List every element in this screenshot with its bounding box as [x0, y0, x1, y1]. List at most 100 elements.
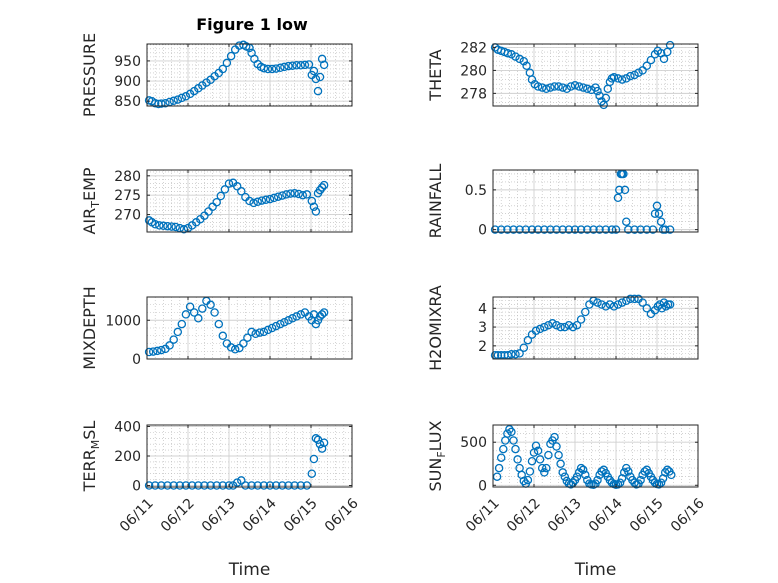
data-point	[521, 225, 531, 234]
data-point	[622, 217, 631, 226]
data-point	[161, 98, 170, 108]
data-point	[216, 191, 226, 201]
data-point	[593, 298, 602, 307]
data-point	[198, 304, 207, 313]
data-point	[570, 81, 580, 90]
data-point	[511, 350, 520, 359]
y-tick-label: 200	[114, 449, 141, 465]
data-point	[523, 335, 533, 345]
data-point	[226, 51, 236, 61]
y-axis-label: THETA	[426, 49, 445, 101]
y-tick-label: 275	[114, 188, 141, 204]
y-axis-label-main: SUN	[426, 458, 445, 492]
data-point	[300, 60, 310, 70]
data-point	[292, 61, 301, 70]
data-point	[155, 221, 164, 230]
data-point	[153, 346, 162, 356]
data-point	[292, 312, 301, 321]
data-point	[175, 481, 185, 490]
data-point	[265, 481, 275, 490]
data-point	[218, 64, 228, 74]
data-point	[626, 294, 635, 304]
data-point	[581, 470, 590, 480]
data-point	[269, 193, 279, 203]
data-point	[513, 455, 522, 464]
data-point	[505, 425, 514, 434]
y-tick-label: 280	[114, 169, 141, 185]
data-point	[230, 345, 240, 354]
y-axis-label-subscript: F	[435, 451, 448, 457]
data-point	[609, 73, 619, 82]
data-point	[206, 300, 215, 310]
data-point	[615, 185, 624, 195]
data-point	[562, 84, 572, 94]
data-point	[533, 446, 543, 456]
data-point	[665, 40, 675, 50]
data-point	[656, 217, 666, 226]
y-tick-label: 1000	[105, 313, 141, 329]
data-point	[663, 465, 672, 475]
data-point	[576, 315, 586, 324]
data-point	[296, 61, 306, 70]
data-point	[576, 225, 586, 234]
data-point	[503, 429, 512, 438]
data-point	[284, 61, 293, 71]
y-axis-label-main: PRESSURE	[80, 33, 99, 117]
data-point	[490, 225, 500, 234]
data-point	[280, 62, 289, 72]
data-point	[194, 314, 203, 323]
data-point	[646, 55, 656, 65]
data-point	[613, 193, 623, 203]
data-point	[167, 222, 176, 231]
data-point	[150, 481, 160, 490]
data-point	[593, 475, 602, 485]
data-point	[656, 478, 666, 487]
data-point	[560, 472, 570, 481]
data-point	[243, 333, 252, 342]
y-axis-label-main: MIXDEPTH	[80, 286, 99, 369]
data-point	[499, 444, 508, 454]
data-point	[212, 197, 221, 207]
data-point	[507, 427, 516, 437]
data-point	[527, 456, 537, 466]
data-point	[278, 191, 287, 200]
data-point	[185, 302, 195, 311]
data-point	[247, 481, 256, 490]
data-point	[607, 478, 617, 487]
y-axis-label: H2OMIXRA	[426, 285, 445, 371]
data-point	[578, 465, 588, 475]
data-point	[638, 298, 647, 307]
y-tick-label: 0	[478, 223, 487, 239]
y-axis-label-subscript: T	[89, 201, 102, 209]
y-tick-label: 500	[460, 435, 487, 451]
data-point	[177, 319, 187, 329]
axes-box	[492, 296, 699, 360]
data-point	[255, 328, 265, 337]
data-point	[257, 196, 267, 205]
y-axis-label-rest: SL	[80, 421, 99, 440]
data-point	[659, 54, 669, 64]
data-point	[578, 83, 588, 92]
subplot-4: 0 0.5 RAINFALL	[426, 164, 699, 239]
data-point	[189, 308, 199, 317]
data-point	[265, 194, 275, 204]
data-point	[206, 481, 215, 490]
data-point	[496, 225, 506, 234]
data-point	[288, 314, 297, 323]
y-axis-label-main: RAINFALL	[426, 164, 445, 239]
data-point	[311, 207, 321, 216]
data-point	[210, 308, 219, 317]
x-tick-label: 06/11	[463, 495, 503, 535]
y-axis-label-main: THETA	[426, 49, 445, 101]
data-point	[556, 459, 565, 469]
data-point	[540, 468, 549, 477]
data-point	[237, 476, 246, 485]
data-point	[624, 225, 633, 234]
data-point	[519, 343, 529, 352]
data-point	[548, 319, 557, 328]
data-point	[202, 78, 211, 87]
data-point	[284, 481, 293, 490]
data-point	[566, 82, 576, 91]
data-point	[263, 325, 273, 335]
data-point	[267, 323, 277, 333]
